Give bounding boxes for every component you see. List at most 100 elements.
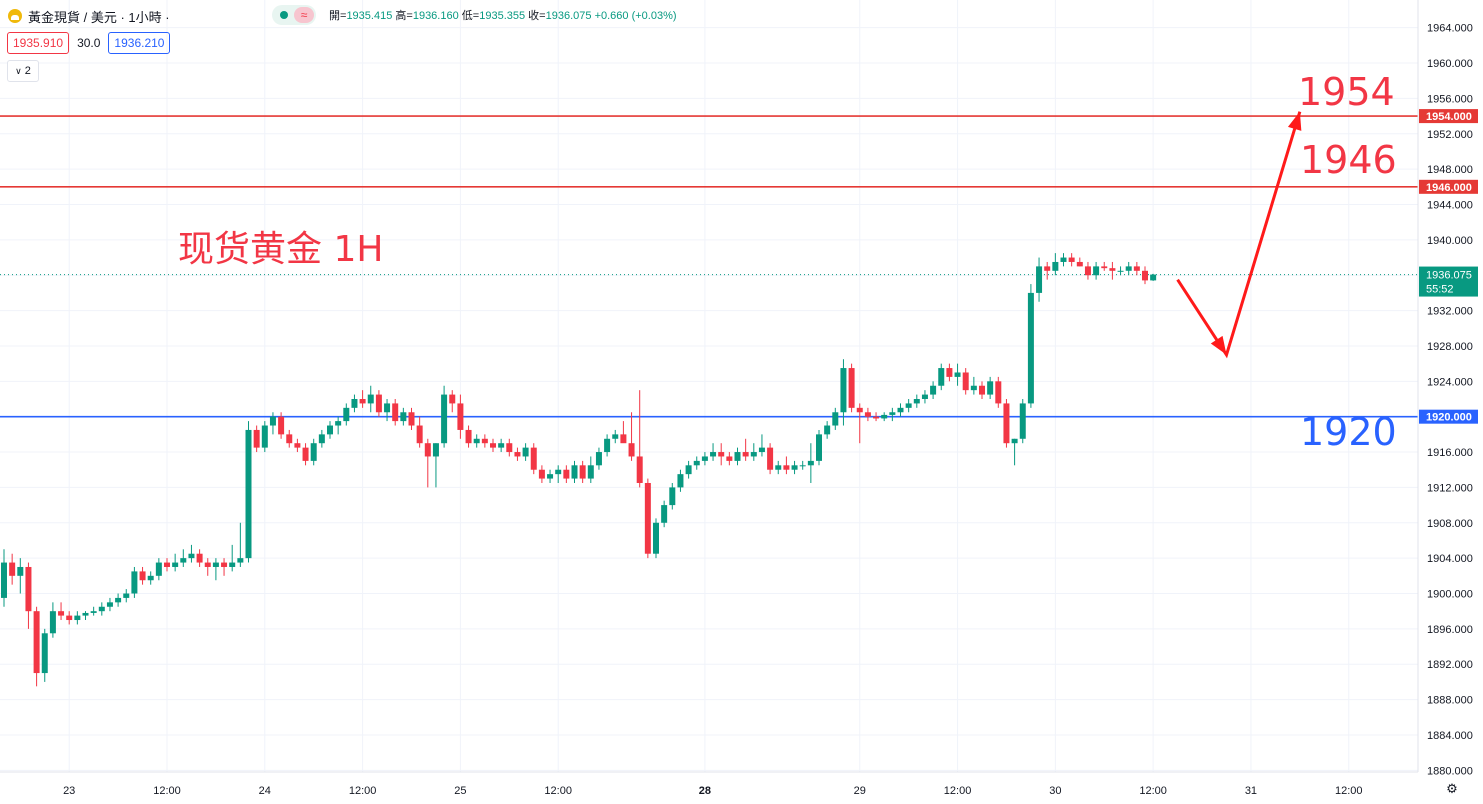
candle-body — [1101, 266, 1108, 269]
close-value: 1936.075 — [545, 10, 592, 22]
candle — [253, 425, 260, 453]
candle-body — [1003, 403, 1010, 444]
candle — [155, 558, 162, 581]
candle — [498, 438, 505, 453]
price-tick-label: 1880.000 — [1427, 765, 1473, 777]
candle — [775, 460, 782, 475]
candle — [286, 429, 293, 448]
chart-title-annotation[interactable]: 现货黄金 1H — [178, 229, 384, 270]
close-label: 收 — [528, 10, 540, 22]
time-tick-label: 24 — [259, 785, 271, 797]
candle-body — [327, 425, 333, 435]
candle-body — [196, 553, 203, 563]
candle-body — [514, 452, 521, 457]
candle-body — [1150, 274, 1157, 281]
candle — [930, 381, 937, 399]
candle — [229, 544, 236, 572]
candle — [1044, 261, 1051, 280]
forecast-arrow[interactable] — [1176, 111, 1302, 359]
candle — [807, 443, 814, 483]
forecast-arrowhead-up — [1287, 111, 1302, 131]
buy-price-button[interactable]: 1936.210 — [108, 32, 171, 54]
price-axis[interactable]: 1880.000 1884.000 1888.000 1892.000 1896.000… — [1417, 0, 1483, 804]
candle-body — [783, 465, 790, 470]
candle — [1117, 266, 1124, 276]
candle-body — [946, 368, 953, 377]
symbol-title[interactable]: 黃金現貨 / 美元 · 1小時 · — [28, 9, 170, 25]
candle — [359, 390, 366, 408]
candle — [938, 363, 945, 391]
low-value: 1935.355 — [479, 10, 526, 22]
candle-body — [41, 633, 48, 674]
candle-body — [840, 368, 847, 413]
time-axis[interactable]: 23 12:00 24 12:00 25 12:00 28 29 12:00 30 12:00 31 1… — [0, 771, 1418, 797]
candle — [90, 606, 97, 616]
candle-body — [441, 394, 448, 444]
candle-body — [490, 443, 496, 448]
candle-body — [424, 443, 431, 457]
candle-body — [571, 465, 578, 479]
candle-body — [212, 562, 219, 567]
ohlc-values: 開=1935.415 高=1936.160 低=1935.355 收=1936.… — [329, 10, 677, 22]
candle — [123, 589, 130, 603]
candle — [424, 438, 431, 488]
candle — [514, 447, 521, 461]
candle-body — [701, 456, 708, 461]
candle-body — [359, 399, 366, 404]
candle-body — [1125, 266, 1132, 271]
gold-symbol-icon — [8, 9, 22, 23]
sell-price-button[interactable]: 1935.910 — [7, 32, 70, 54]
candle-body — [106, 602, 113, 607]
forecast-path-line[interactable] — [1176, 111, 1302, 359]
chart-settings-gear-icon[interactable]: ⚙ — [1446, 781, 1458, 796]
horizontal-level-lines[interactable] — [0, 115, 1418, 418]
candle-body — [824, 425, 831, 435]
candle-body — [131, 571, 138, 594]
candle — [571, 460, 578, 483]
level-1946-annotation[interactable]: 1946 — [1300, 138, 1397, 182]
candle — [905, 399, 912, 413]
candle — [1076, 257, 1083, 267]
candle — [278, 412, 285, 439]
candle-body — [595, 452, 602, 466]
candle — [913, 394, 920, 408]
market-status-badge[interactable]: ≈ — [272, 5, 316, 25]
candle-body — [587, 465, 594, 479]
price-tick-label: 1896.000 — [1427, 624, 1473, 636]
candle-body — [367, 394, 374, 404]
candle — [1011, 438, 1018, 466]
candlestick-series — [1, 253, 1157, 687]
candle-body — [718, 452, 725, 457]
candle-body — [392, 403, 399, 422]
candle — [921, 390, 928, 404]
candle — [856, 403, 863, 444]
candle — [212, 558, 219, 581]
candle-body — [310, 443, 317, 461]
candle — [384, 399, 391, 422]
candle-body — [1133, 266, 1140, 271]
candle-body — [979, 385, 985, 395]
symbol-legend[interactable]: 黃金現貨 / 美元 · 1小時 · — [8, 6, 170, 26]
candle — [318, 429, 325, 448]
candle-body — [1036, 266, 1043, 293]
level-1920-annotation[interactable]: 1920 — [1300, 410, 1397, 454]
candle — [547, 469, 554, 483]
candle-body — [693, 460, 700, 466]
candle — [897, 403, 904, 417]
chevron-down-icon: ∨ — [15, 65, 22, 76]
candle-body — [1109, 268, 1116, 271]
candle-body — [400, 412, 407, 422]
candle — [848, 363, 855, 413]
candle — [816, 429, 822, 466]
candle — [74, 611, 81, 625]
candle-body — [139, 571, 146, 581]
price-tick-label: 1912.000 — [1427, 482, 1473, 494]
indicators-collapse-button[interactable]: ∨ 2 — [7, 60, 39, 82]
candle-body — [881, 414, 888, 419]
time-tick-label: 30 — [1049, 785, 1061, 797]
time-tick-label: 12:00 — [944, 785, 972, 797]
candle-body — [873, 416, 880, 419]
candle-body — [432, 443, 439, 457]
level-1954-annotation[interactable]: 1954 — [1298, 70, 1395, 114]
